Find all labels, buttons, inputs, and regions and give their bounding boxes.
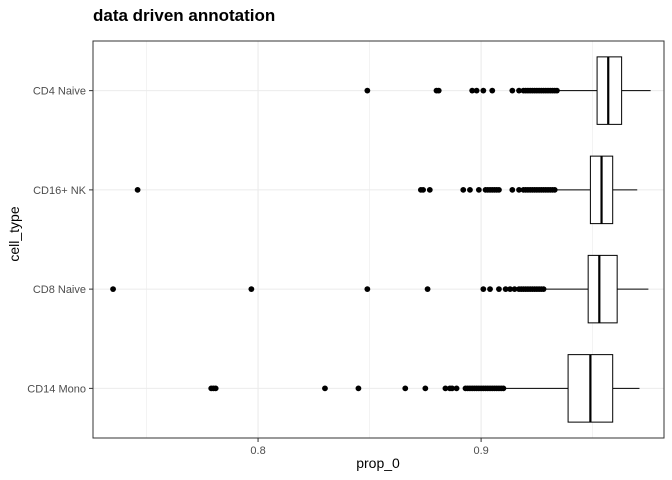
outlier-point bbox=[460, 186, 467, 193]
outlier-point bbox=[449, 385, 456, 392]
box-group bbox=[364, 56, 651, 125]
outlier-point bbox=[487, 286, 493, 293]
box-group bbox=[208, 354, 640, 423]
chart-marks bbox=[110, 56, 651, 423]
outlier-point bbox=[435, 87, 442, 94]
outlier-point bbox=[480, 87, 487, 94]
y-tick-label: CD16+ NK bbox=[33, 185, 87, 197]
outlier-point bbox=[424, 286, 431, 293]
outlier-point bbox=[364, 87, 371, 94]
outlier-point bbox=[511, 286, 518, 293]
outlier-point bbox=[516, 186, 522, 193]
outlier-point bbox=[475, 186, 482, 193]
box-group bbox=[110, 254, 649, 324]
outlier-point bbox=[442, 385, 449, 392]
outlier-point bbox=[134, 186, 141, 193]
outlier-point bbox=[467, 186, 473, 193]
outlier-point bbox=[402, 385, 409, 392]
outlier-point bbox=[480, 286, 487, 293]
x-tick-label: 0.8 bbox=[250, 445, 265, 457]
outlier-point bbox=[502, 286, 509, 293]
box bbox=[587, 254, 618, 324]
outlier-point bbox=[540, 286, 547, 293]
box bbox=[596, 56, 623, 125]
y-tick-label: CD14 Mono bbox=[27, 383, 86, 395]
outlier-point bbox=[551, 186, 558, 193]
axes: CD4 Naive CD16+ NK CD8 Naive CD14 Mono 0.8 0.… bbox=[27, 40, 665, 457]
outlier-point bbox=[473, 87, 480, 94]
outlier-point bbox=[420, 186, 427, 193]
outlier-point bbox=[509, 186, 516, 193]
y-tick-label: CD4 Naive bbox=[33, 86, 86, 98]
outlier-point bbox=[422, 385, 429, 392]
outlier-point bbox=[453, 385, 460, 392]
outlier-point bbox=[248, 286, 255, 293]
outlier-point bbox=[364, 286, 371, 293]
box-group bbox=[134, 155, 638, 225]
outlier-point bbox=[554, 87, 560, 94]
panel-border bbox=[92, 40, 665, 439]
outlier-point bbox=[469, 87, 476, 94]
x-axis-title: prop_0 bbox=[356, 455, 400, 471]
chart-title: data driven annotation bbox=[93, 6, 275, 25]
outlier-point bbox=[489, 87, 496, 94]
outlier-point bbox=[507, 286, 513, 293]
outlier-point bbox=[212, 385, 219, 392]
y-axis-title: cell_type bbox=[6, 206, 22, 261]
outlier-point bbox=[496, 186, 502, 193]
outlier-point bbox=[496, 286, 502, 293]
outlier-point bbox=[355, 385, 362, 392]
x-tick-label: 0.9 bbox=[473, 445, 488, 457]
outlier-point bbox=[509, 87, 516, 94]
outlier-point bbox=[426, 186, 433, 193]
y-tick-label: CD8 Naive bbox=[33, 284, 86, 296]
outlier-point bbox=[516, 87, 522, 94]
outlier-point bbox=[500, 385, 507, 392]
outlier-point bbox=[110, 286, 116, 293]
outlier-point bbox=[322, 385, 328, 392]
